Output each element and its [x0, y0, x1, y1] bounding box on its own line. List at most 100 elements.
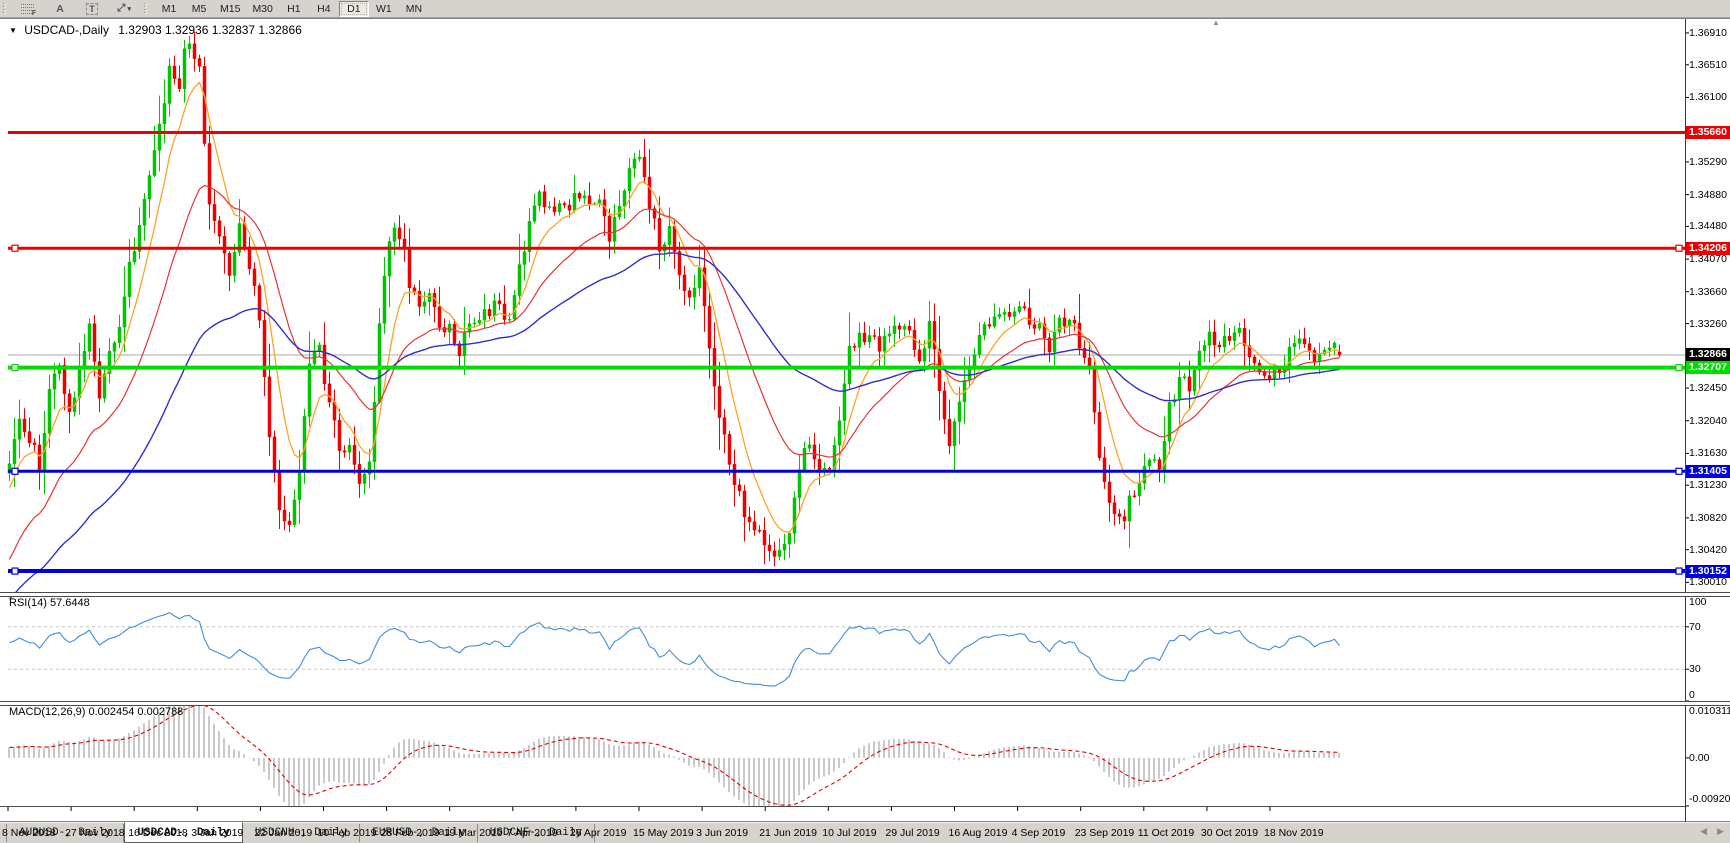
chart-title: ▼ USDCAD-,Daily 1.32903 1.32936 1.32837 …: [9, 23, 302, 37]
date-label: 18 Nov 2019: [1264, 827, 1324, 839]
date-label: 21 Jun 2019: [759, 827, 817, 839]
price-tick-label: 1.30420: [1689, 543, 1727, 556]
date-label: 8 Nov 2018: [2, 827, 56, 839]
line-handle[interactable]: [1675, 244, 1683, 252]
line-handle[interactable]: [1675, 364, 1683, 372]
price-tick-label: 1.36910: [1689, 26, 1727, 39]
tab-scroll-left-icon[interactable]: ◀: [1700, 826, 1708, 836]
tab-scroll-right-icon[interactable]: ▶: [1717, 826, 1724, 836]
date-label: 30 Oct 2019: [1200, 827, 1259, 839]
chart-ohlc-readout: 1.32903 1.32936 1.32837 1.32866: [118, 23, 302, 37]
macd-histogram: [8, 704, 1340, 806]
bull-candle-bodies: [7, 43, 1337, 557]
date-label: 23 Sep 2019: [1074, 827, 1135, 839]
timeframe-button-mn[interactable]: MN: [405, 2, 423, 15]
timeframe-button-m1[interactable]: M1: [161, 2, 177, 15]
price-line-label: 1.31405: [1686, 464, 1730, 478]
date-label: 19 Mar 2019: [443, 827, 503, 839]
price-tick-label: 1.36100: [1689, 91, 1727, 104]
toolbar: F A T ⤢ ▾ M1 M5 M15 M30 H1 H4 D1 W1 MN: [0, 0, 1730, 18]
price-line-label: 1.34206: [1686, 241, 1730, 255]
rsi-current-value: 57.6448: [49, 597, 90, 609]
macd-axis-label: 0.00: [1689, 751, 1710, 764]
rsi-axis-label: 30: [1689, 663, 1701, 676]
price-tick-label: 1.35290: [1689, 155, 1727, 168]
tab-usdcnh[interactable]: USDCNH-, Daily: [242, 824, 361, 842]
tab-eurusd[interactable]: EURUSD-, Daily: [360, 824, 478, 842]
line-handle[interactable]: [1675, 567, 1683, 575]
bear-candle-bodies: [22, 43, 1342, 557]
line-handle[interactable]: [11, 567, 19, 575]
timeframe-button-h4[interactable]: H4: [317, 2, 331, 15]
tab-usdcad[interactable]: USDCAD-, Daily: [124, 822, 243, 843]
tab-bar: AUDUSD-, Daily USDCAD-, Daily USDCNH-, Dai…: [0, 821, 1730, 843]
chart-symbol-period: USDCAD-,Daily: [24, 23, 109, 37]
line-handle[interactable]: [1675, 467, 1683, 475]
macd-axis-label: 0.010311: [1689, 705, 1730, 717]
price-tick-label: 1.31230: [1689, 479, 1727, 492]
price-tick-label: 1.36510: [1689, 58, 1727, 71]
price-tick-label: 1.32040: [1689, 414, 1727, 427]
macd-pane-bottom-border: [0, 806, 1685, 807]
text-label-tool-icon[interactable]: A: [56, 2, 64, 15]
chart-dropdown-icon[interactable]: ▼: [9, 26, 17, 35]
rsi-axis-label: 0: [1689, 689, 1695, 701]
tab-audusd[interactable]: AUDUSD-, Daily: [6, 824, 125, 842]
timeframe-button-w1[interactable]: W1: [376, 2, 392, 15]
price-line-label: 1.32707: [1686, 361, 1730, 375]
rsi-axis-label: 70: [1689, 620, 1701, 633]
price-tick-label: 1.33260: [1689, 317, 1727, 330]
date-label: 11 Oct 2019: [1137, 827, 1195, 839]
pane-separator[interactable]: [0, 701, 1730, 706]
line-handle[interactable]: [11, 467, 19, 475]
price-tick-label: 1.34070: [1689, 253, 1727, 266]
date-label: 10 Jul 2019: [822, 827, 877, 839]
line-handle[interactable]: [11, 364, 19, 372]
timeframe-button-m5[interactable]: M5: [191, 2, 207, 15]
ma-medium-line: [8, 184, 1340, 560]
text-tool-icon[interactable]: T: [77, 1, 107, 17]
timeframe-button-m15[interactable]: M15: [220, 2, 241, 15]
bear-candle-wicks: [24, 31, 1340, 567]
timeframe-button-m30[interactable]: M30: [252, 2, 273, 15]
date-label: 26 Apr 2019: [569, 827, 627, 839]
chart-canvas[interactable]: [0, 19, 1730, 822]
arrows-tool-icon[interactable]: ⤢ ▾: [117, 2, 131, 14]
fibonacci-tool-icon[interactable]: F: [13, 1, 43, 17]
fibonacci-lines-icon: F: [21, 3, 36, 17]
date-label: 10 Feb 2019: [317, 827, 377, 839]
timeframe-button-d1[interactable]: D1: [338, 0, 369, 17]
price-tick-label: 1.33660: [1689, 285, 1727, 298]
pane-separator[interactable]: [0, 592, 1730, 597]
chart-window[interactable]: ▼ USDCAD-,Daily 1.32903 1.32936 1.32837 …: [0, 18, 1730, 839]
rsi-line: [9, 611, 1340, 687]
price-tick-label: 1.30010: [1689, 576, 1727, 589]
timeframe-toolbar: M1 M5 M15 M30 H1 H4 D1 W1 MN: [154, 0, 429, 17]
macd-pane-label: MACD(12,26,9) 0.002454 0.002788: [9, 706, 184, 718]
date-label: 7 Apr 2019: [506, 827, 558, 839]
timeframe-button-h1[interactable]: H1: [287, 2, 301, 15]
boxed-t-icon: T: [86, 2, 98, 15]
date-label: 16 Aug 2019: [948, 827, 1008, 839]
price-tick-label: 1.34480: [1689, 220, 1727, 233]
chart-shift-marker: ▲: [1212, 18, 1220, 27]
ma-fast-line: [8, 81, 1340, 533]
chevron-down-icon: ▾: [127, 5, 131, 13]
date-label: 3 Jan 2019: [191, 827, 244, 839]
line-handle[interactable]: [11, 244, 19, 252]
date-label: 16 Dec 2018: [128, 827, 188, 839]
ma-slow-line: [8, 252, 1340, 600]
price-tick-label: 1.31630: [1689, 447, 1727, 460]
toolbar-grip[interactable]: [3, 2, 7, 15]
price-tick-label: 1.32450: [1689, 382, 1727, 395]
date-label: 22 Jan 2019: [254, 827, 313, 839]
date-label: 3 Jun 2019: [696, 827, 749, 839]
macd-current-values: 0.002454 0.002788: [88, 706, 184, 718]
price-tick-label: 1.30820: [1689, 511, 1727, 524]
tab-scroll-buttons: ◀ ▶: [1700, 826, 1724, 837]
date-label: 27 Nov 2018: [65, 827, 125, 839]
tab-usdchf[interactable]: USDCHF-, Daily: [477, 824, 596, 842]
date-label: 4 Sep 2019: [1011, 827, 1066, 839]
toolbar-grip[interactable]: [144, 2, 148, 15]
